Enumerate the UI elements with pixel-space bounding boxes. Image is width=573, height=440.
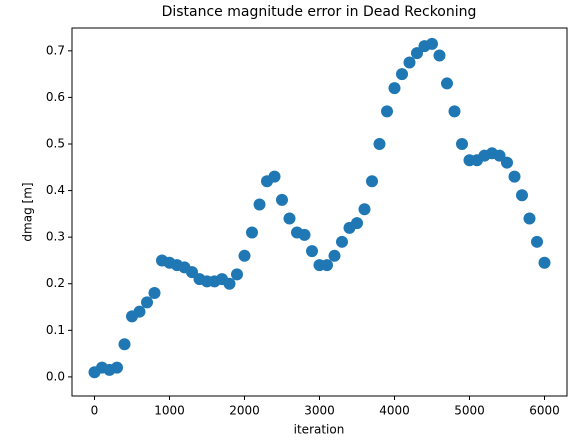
point (396, 68, 408, 81)
point (133, 305, 146, 318)
point (358, 203, 371, 216)
point (351, 217, 363, 230)
y-tick-label: 0.7 (46, 43, 65, 57)
point (523, 212, 536, 225)
point (373, 137, 386, 150)
point (253, 198, 266, 211)
x-tick-label: 0 (91, 404, 99, 418)
x-tick-label: 5000 (454, 404, 485, 418)
point (231, 268, 243, 281)
point (223, 277, 236, 290)
x-tick-label: 6000 (529, 404, 560, 418)
point (298, 228, 311, 241)
x-tick-label: 4000 (379, 404, 410, 418)
point (538, 256, 551, 269)
point (516, 189, 528, 202)
point (268, 170, 281, 183)
point (448, 105, 461, 118)
point (111, 361, 123, 374)
point (411, 47, 423, 60)
x-tick-label: 2000 (229, 404, 260, 418)
point (321, 259, 333, 272)
point (433, 49, 446, 62)
point (141, 296, 153, 309)
point (403, 56, 416, 69)
y-tick-label: 0.2 (46, 276, 65, 290)
point (238, 249, 251, 262)
plot-frame (71, 27, 568, 397)
point (283, 212, 296, 225)
point (501, 156, 513, 169)
y-axis-label: dmag [m] (21, 182, 35, 241)
point (148, 287, 161, 300)
point (366, 175, 378, 188)
point (381, 105, 393, 118)
y-tick-label: 0.1 (46, 323, 65, 337)
y-tick-label: 0.0 (46, 369, 65, 383)
y-tick-label: 0.3 (46, 230, 65, 244)
y-tick-label: 0.4 (46, 183, 65, 197)
y-tick-label: 0.6 (46, 90, 65, 104)
point (508, 170, 521, 183)
x-tick-label: 3000 (304, 404, 335, 418)
point (246, 226, 258, 239)
y-tick-label: 0.5 (46, 136, 65, 150)
point (306, 245, 318, 258)
point (426, 37, 438, 50)
point (388, 82, 401, 95)
point (118, 338, 131, 351)
point (336, 235, 348, 248)
point (186, 266, 198, 279)
chart-title: Distance magnitude error in Dead Reckoni… (162, 4, 477, 20)
point (441, 77, 453, 90)
point (328, 249, 341, 262)
x-axis-label: iteration (294, 423, 345, 437)
point (276, 193, 288, 206)
point (531, 235, 543, 248)
x-tick-label: 1000 (154, 404, 185, 418)
point (456, 137, 468, 150)
point (493, 149, 506, 162)
